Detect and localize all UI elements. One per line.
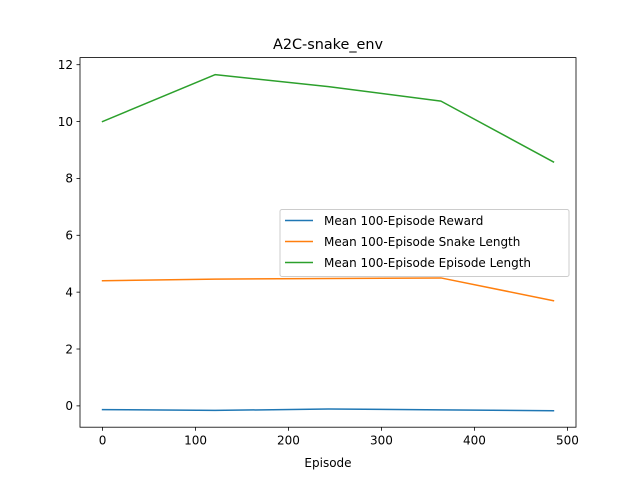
x-tick-label: 400 [463, 434, 486, 448]
x-tick-label: 200 [277, 434, 300, 448]
axes-frame [79, 57, 577, 428]
legend-label-2: Mean 100-Episode Episode Length [324, 256, 531, 270]
legend-label-1: Mean 100-Episode Snake Length [324, 235, 520, 249]
y-tick-label: 10 [58, 115, 73, 129]
y-tick-label: 12 [58, 58, 73, 72]
y-tick-label: 6 [65, 229, 73, 243]
x-tick-label: 100 [184, 434, 207, 448]
series-layer [101, 73, 555, 412]
legend-frame [279, 209, 570, 277]
series-line-0 [101, 408, 555, 412]
legend-label-0: Mean 100-Episode Reward [324, 214, 483, 228]
x-tick-label: 0 [99, 434, 107, 448]
x-axis-ticks: 0 100 200 300 400 500 [99, 427, 579, 448]
y-tick-label: 8 [65, 172, 73, 186]
y-axis-ticks: 0 2 4 6 8 10 12 [58, 58, 80, 413]
y-tick-label: 2 [65, 342, 73, 356]
x-tick-label: 500 [556, 434, 579, 448]
chart-title: A2C-snake_env [273, 37, 384, 53]
series-line-2 [101, 73, 555, 163]
legend-entries: Mean 100-Episode Reward Mean 100-Episode … [285, 214, 531, 270]
x-tick-label: 300 [370, 434, 393, 448]
y-tick-label: 0 [65, 399, 73, 413]
series-line-1 [101, 277, 555, 302]
legend: Mean 100-Episode Reward Mean 100-Episode … [279, 209, 570, 277]
x-axis-label: Episode [304, 456, 351, 470]
y-tick-label: 4 [65, 285, 73, 299]
